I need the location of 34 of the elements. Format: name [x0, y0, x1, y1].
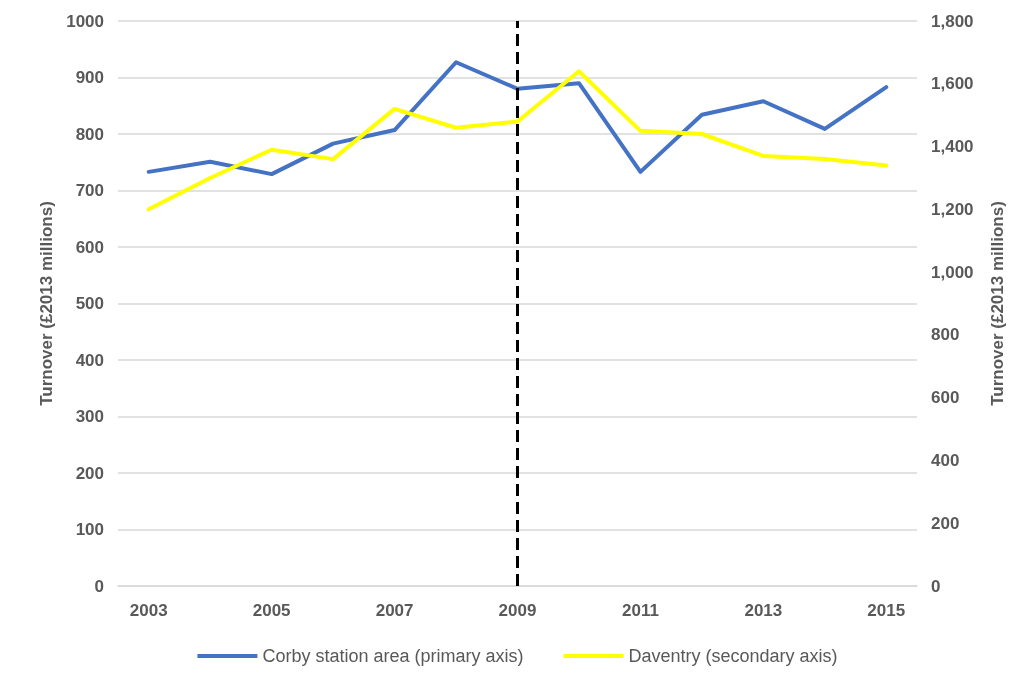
y2-tick-label: 200 — [931, 513, 960, 533]
y-tick-label: 700 — [75, 181, 104, 200]
y-tick-label: 1000 — [66, 11, 104, 31]
y2-axis-title: Turnover (£2013 millions) — [988, 201, 1007, 406]
x-tick-label: 2013 — [744, 601, 783, 620]
line-series — [146, 69, 889, 212]
y2-tick-label: 400 — [931, 450, 960, 470]
legend-label: Daventry (secondary axis) — [628, 646, 838, 666]
legend-label: Corby station area (primary axis) — [262, 646, 524, 666]
y2-tick-label: 1,000 — [931, 262, 974, 282]
y-tick-label: 300 — [75, 407, 104, 426]
line-series — [146, 60, 889, 177]
y-tick-label: 100 — [75, 520, 104, 539]
y-tick-label: 500 — [75, 294, 104, 313]
y2-tick-label: 1,400 — [931, 137, 974, 157]
y2-tick-label: 0 — [931, 576, 941, 596]
x-tick-label: 2009 — [498, 601, 537, 620]
y-tick-label: 800 — [75, 124, 104, 144]
x-tick-label: 2015 — [867, 601, 906, 620]
y-tick-label: 600 — [75, 237, 104, 257]
y2-tick-label: 1,200 — [931, 199, 974, 219]
y2-tick-label: 1,800 — [931, 11, 974, 31]
y-tick-label: 0 — [94, 576, 104, 596]
x-tick-label: 2011 — [621, 601, 659, 620]
y-tick-label: 200 — [75, 463, 104, 483]
y2-tick-label: 1,600 — [931, 74, 974, 94]
y2-tick-label: 800 — [931, 325, 960, 345]
x-tick-label: 2005 — [252, 601, 291, 620]
y-tick-label: 900 — [75, 68, 104, 87]
y2-tick-label: 600 — [931, 388, 960, 408]
y-tick-label: 400 — [75, 350, 104, 370]
x-tick-label: 2007 — [375, 601, 414, 620]
x-tick-label: 2003 — [129, 601, 168, 620]
y-axis-title: Turnover (£2013 millions) — [37, 201, 57, 406]
